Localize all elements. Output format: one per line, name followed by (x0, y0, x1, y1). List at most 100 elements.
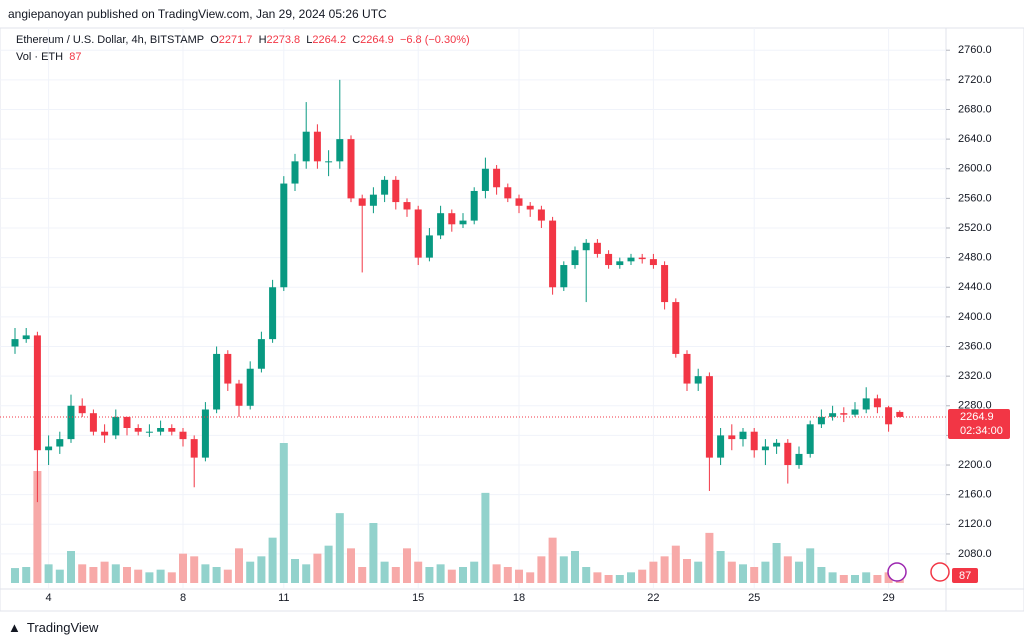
volume-bar (246, 561, 255, 583)
event-icon (930, 562, 950, 582)
volume-bar (660, 556, 669, 583)
candle-body (78, 405, 86, 414)
volume-bar (145, 572, 154, 583)
volume-bar (559, 556, 568, 583)
y-tick-label: 2760.0 (958, 44, 992, 56)
candle-body (549, 220, 557, 288)
volume-bar (313, 553, 322, 583)
ohlc-label: L (306, 34, 313, 46)
volume-bar (649, 561, 658, 583)
volume-bar (839, 575, 848, 583)
countdown-label: 02:34:00 (960, 425, 1003, 437)
symbol: Ethereum / U.S. Dollar, 4h, BITSTAMP (16, 34, 205, 46)
volume-bar (100, 561, 109, 583)
volume-bar (11, 568, 19, 583)
ohlc-value: 2264.2 (312, 34, 347, 46)
candle-body (403, 202, 411, 210)
candle-body (627, 257, 635, 262)
candle-body (22, 335, 30, 340)
footer-logo: ▲ TradingView (8, 620, 99, 635)
volume-bar (806, 548, 815, 583)
volume-bar (492, 564, 501, 583)
candle-body (313, 131, 321, 162)
y-tick-label: 2440.0 (958, 281, 992, 293)
y-tick-label: 2560.0 (958, 192, 992, 204)
volume-bar (671, 545, 680, 583)
volume-bar (67, 551, 75, 583)
volume-bar (817, 567, 826, 583)
price-tag-label: 2264.9 (960, 411, 994, 423)
volume-bar (481, 492, 490, 583)
y-tick-label: 2080.0 (958, 548, 992, 560)
volume-bar (425, 567, 434, 583)
candle-body (336, 139, 344, 162)
volume-bar (403, 548, 411, 583)
ohlc-label: C (352, 34, 361, 46)
price-tag (948, 408, 1010, 439)
volume-bar (167, 572, 176, 583)
candle-body (201, 409, 209, 458)
volume-bar (761, 561, 770, 583)
volume-bar (55, 569, 64, 583)
candle-body (381, 179, 389, 195)
volume-bar (615, 575, 624, 583)
volume-value: 87 (69, 51, 82, 63)
y-tick-label: 2200.0 (958, 459, 992, 471)
candle-body (739, 431, 747, 440)
volume-label: Vol · ETH (16, 51, 64, 63)
volume-bar (414, 561, 423, 583)
candle-body (795, 453, 803, 466)
candle-body (179, 431, 187, 440)
logo-icon: ▲ (8, 620, 21, 635)
candle-body (761, 446, 769, 451)
volume-bar (347, 548, 355, 583)
candle-body (750, 431, 758, 451)
y-tick-label: 2520.0 (958, 222, 992, 234)
volume-bar (503, 567, 512, 583)
volume-bar (571, 551, 579, 583)
candle-body (571, 250, 579, 266)
candle-body (190, 439, 198, 458)
candle-body (33, 335, 41, 451)
y-tick-label: 2360.0 (958, 340, 992, 352)
candle-body (717, 435, 725, 458)
y-tick-label: 2400.0 (958, 311, 992, 323)
candle-body (515, 198, 523, 206)
volume-bar (212, 567, 221, 583)
volume-bar (593, 572, 602, 583)
candle-body (560, 265, 568, 288)
volume-bar (795, 561, 803, 583)
volume-bar (526, 572, 535, 583)
candle-body (101, 431, 109, 436)
volume-bar (862, 572, 871, 583)
volume-bar (447, 569, 456, 583)
candle-body (493, 168, 501, 188)
y-tick-label: 2280.0 (958, 400, 992, 412)
y-tick-label: 2680.0 (958, 103, 992, 115)
volume-bar (33, 471, 42, 583)
volume-bar (436, 564, 445, 583)
y-tick-label: 2480.0 (958, 252, 992, 264)
volume-bar (279, 443, 288, 583)
footer-text: TradingView (26, 620, 99, 635)
candle-body (448, 213, 456, 225)
candle-body (11, 339, 19, 347)
candle-body (123, 416, 131, 428)
volume-bar (515, 569, 523, 583)
candle-body (425, 235, 433, 258)
ohlc-label: H (258, 34, 267, 46)
candle-body (885, 407, 893, 425)
volume-bar (268, 537, 277, 583)
volume-bar (302, 564, 311, 583)
candle-body (829, 413, 837, 417)
event-icon (887, 562, 907, 582)
volume-bar (291, 559, 299, 583)
candle-body (896, 411, 904, 417)
volume-bar (179, 553, 187, 583)
change: −6.8 (−0.30%) (399, 34, 470, 46)
volume-bar (884, 572, 893, 583)
volume-bar (156, 569, 165, 583)
volume-bar (459, 567, 467, 583)
